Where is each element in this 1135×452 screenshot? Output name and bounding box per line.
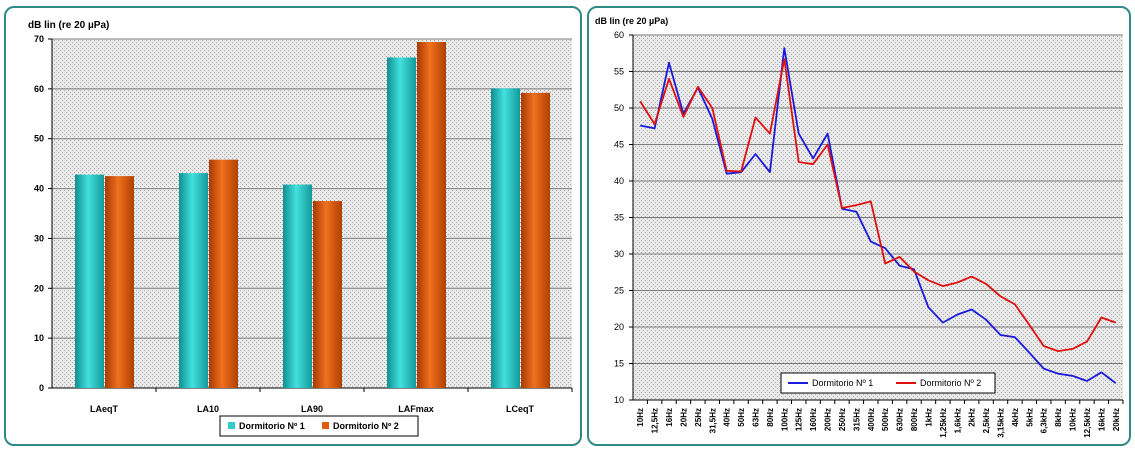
- x-tick-label: 5kHz: [1025, 408, 1034, 427]
- x-tick-label: 400Hz: [867, 408, 876, 431]
- x-tick-label: 25Hz: [694, 408, 703, 427]
- x-tick-label: 16kHz: [1097, 408, 1106, 431]
- y-axis-title: dB lin (re 20 µPa): [28, 20, 109, 31]
- legend: Dormitorio Nº 1 Dormitorio Nº 2: [219, 415, 419, 437]
- x-tick-label: 800Hz: [910, 408, 919, 431]
- y-tick-label: 60: [614, 30, 624, 40]
- x-tick-label: 10kHz: [1069, 408, 1078, 431]
- x-tick-label: 4kHz: [1011, 408, 1020, 427]
- x-tick-label: 20kHz: [1112, 408, 1121, 431]
- x-tick-label: 80Hz: [766, 408, 775, 427]
- x-tick-label: 100Hz: [780, 408, 789, 431]
- x-tick-label: 160Hz: [809, 408, 818, 431]
- legend-label: Dormitorio Nº 2: [333, 421, 399, 431]
- x-tick-label: 2kHz: [968, 408, 977, 427]
- legend-label: Dormitorio Nº 1: [239, 421, 305, 431]
- y-tick-label: 10: [614, 395, 624, 405]
- y-tick-label: 10: [34, 333, 44, 343]
- x-tick-label: 3,15kHz: [997, 408, 1006, 438]
- x-tick-label: LCeqT: [506, 404, 535, 414]
- legend-box: [780, 372, 996, 394]
- x-tick-label: 63Hz: [752, 408, 761, 427]
- y-tick-label: 40: [614, 176, 624, 186]
- y-tick-label: 50: [34, 134, 44, 144]
- x-tick-label: 8kHz: [1054, 408, 1063, 427]
- bar-1: [387, 57, 416, 388]
- x-tick-label: 200Hz: [824, 408, 833, 431]
- y-axis-title: dB lin (re 20 µPa): [595, 16, 668, 26]
- legend-label: Dormitorio Nº 1: [812, 378, 873, 388]
- y-tick-label: 20: [614, 322, 624, 332]
- y-tick-label: 40: [34, 184, 44, 194]
- x-tick-label: 16Hz: [665, 408, 674, 427]
- x-tick-label: 500Hz: [881, 408, 890, 431]
- bar-2: [521, 92, 550, 389]
- y-tick-label: 50: [614, 103, 624, 113]
- y-tick-label: 15: [614, 359, 624, 369]
- bar-2: [209, 159, 238, 388]
- bar-1: [283, 184, 312, 388]
- legend-label: Dormitorio Nº 2: [920, 378, 981, 388]
- x-tick-label: 12,5Hz: [651, 408, 660, 433]
- x-tick-label: 2,5kHz: [982, 408, 991, 433]
- y-tick-label: 45: [614, 140, 624, 150]
- left-chart-panel: dB lin (re 20 µPa) 0 10 20 30 40 50 60 70 LAeqT LA…: [4, 6, 582, 446]
- x-tick-label: 1kHz: [924, 408, 933, 427]
- x-tick-label: 630Hz: [896, 408, 905, 431]
- x-tick-label: 31,5Hz: [708, 408, 717, 433]
- line-chart: dB lin (re 20 µPa) 10 15 20 25 30 35 40 45 50 55 60…: [595, 16, 1124, 438]
- legend-box: [219, 415, 419, 437]
- y-tick-label: 35: [614, 213, 624, 223]
- x-tick-label: 12,5kHz: [1083, 408, 1092, 438]
- bar-2: [105, 176, 134, 388]
- x-tick-label: LAeqT: [90, 404, 119, 414]
- x-tick-label: LAFmax: [398, 404, 434, 414]
- x-tick-label: 40Hz: [723, 408, 732, 427]
- right-chart-panel: dB lin (re 20 µPa) 10 15 20 25 30 35 40 45 50 55 60…: [587, 6, 1131, 446]
- x-tick-label: 315Hz: [852, 408, 861, 431]
- bar-1: [179, 173, 208, 388]
- bar-1: [491, 88, 520, 388]
- x-tick-label: LA10: [197, 404, 219, 414]
- x-tick-label: 1,25kHz: [939, 408, 948, 438]
- series-line-1: [640, 47, 1117, 384]
- bar-2: [313, 201, 342, 388]
- x-tick-label: LA90: [301, 404, 323, 414]
- series-line-2: [639, 58, 1117, 353]
- x-tick-label: 125Hz: [795, 408, 804, 431]
- x-tick-label: 6,3kHz: [1040, 408, 1049, 433]
- legend: Dormitorio Nº 1 Dormitorio Nº 2: [780, 372, 996, 394]
- y-tick-label: 30: [614, 249, 624, 259]
- legend-swatch: [322, 422, 329, 429]
- bar-1: [75, 174, 104, 388]
- y-tick-label: 60: [34, 84, 44, 94]
- bar-chart: dB lin (re 20 µPa) 0 10 20 30 40 50 60 70 LAeqT LA…: [28, 20, 573, 437]
- y-tick-label: 20: [34, 283, 44, 293]
- legend-swatch: [228, 422, 235, 429]
- x-tick-label: 250Hz: [838, 408, 847, 431]
- y-tick-label: 55: [614, 67, 624, 77]
- y-tick-label: 25: [614, 286, 624, 296]
- y-tick-label: 70: [34, 34, 44, 44]
- y-tick-label: 0: [39, 383, 44, 393]
- x-tick-label: 50Hz: [737, 408, 746, 427]
- bar-2: [417, 41, 446, 389]
- x-tick-label: 10Hz: [636, 408, 645, 427]
- x-tick-label: 1,6kHz: [953, 408, 962, 433]
- x-tick-label: 20Hz: [679, 408, 688, 427]
- y-tick-label: 30: [34, 233, 44, 243]
